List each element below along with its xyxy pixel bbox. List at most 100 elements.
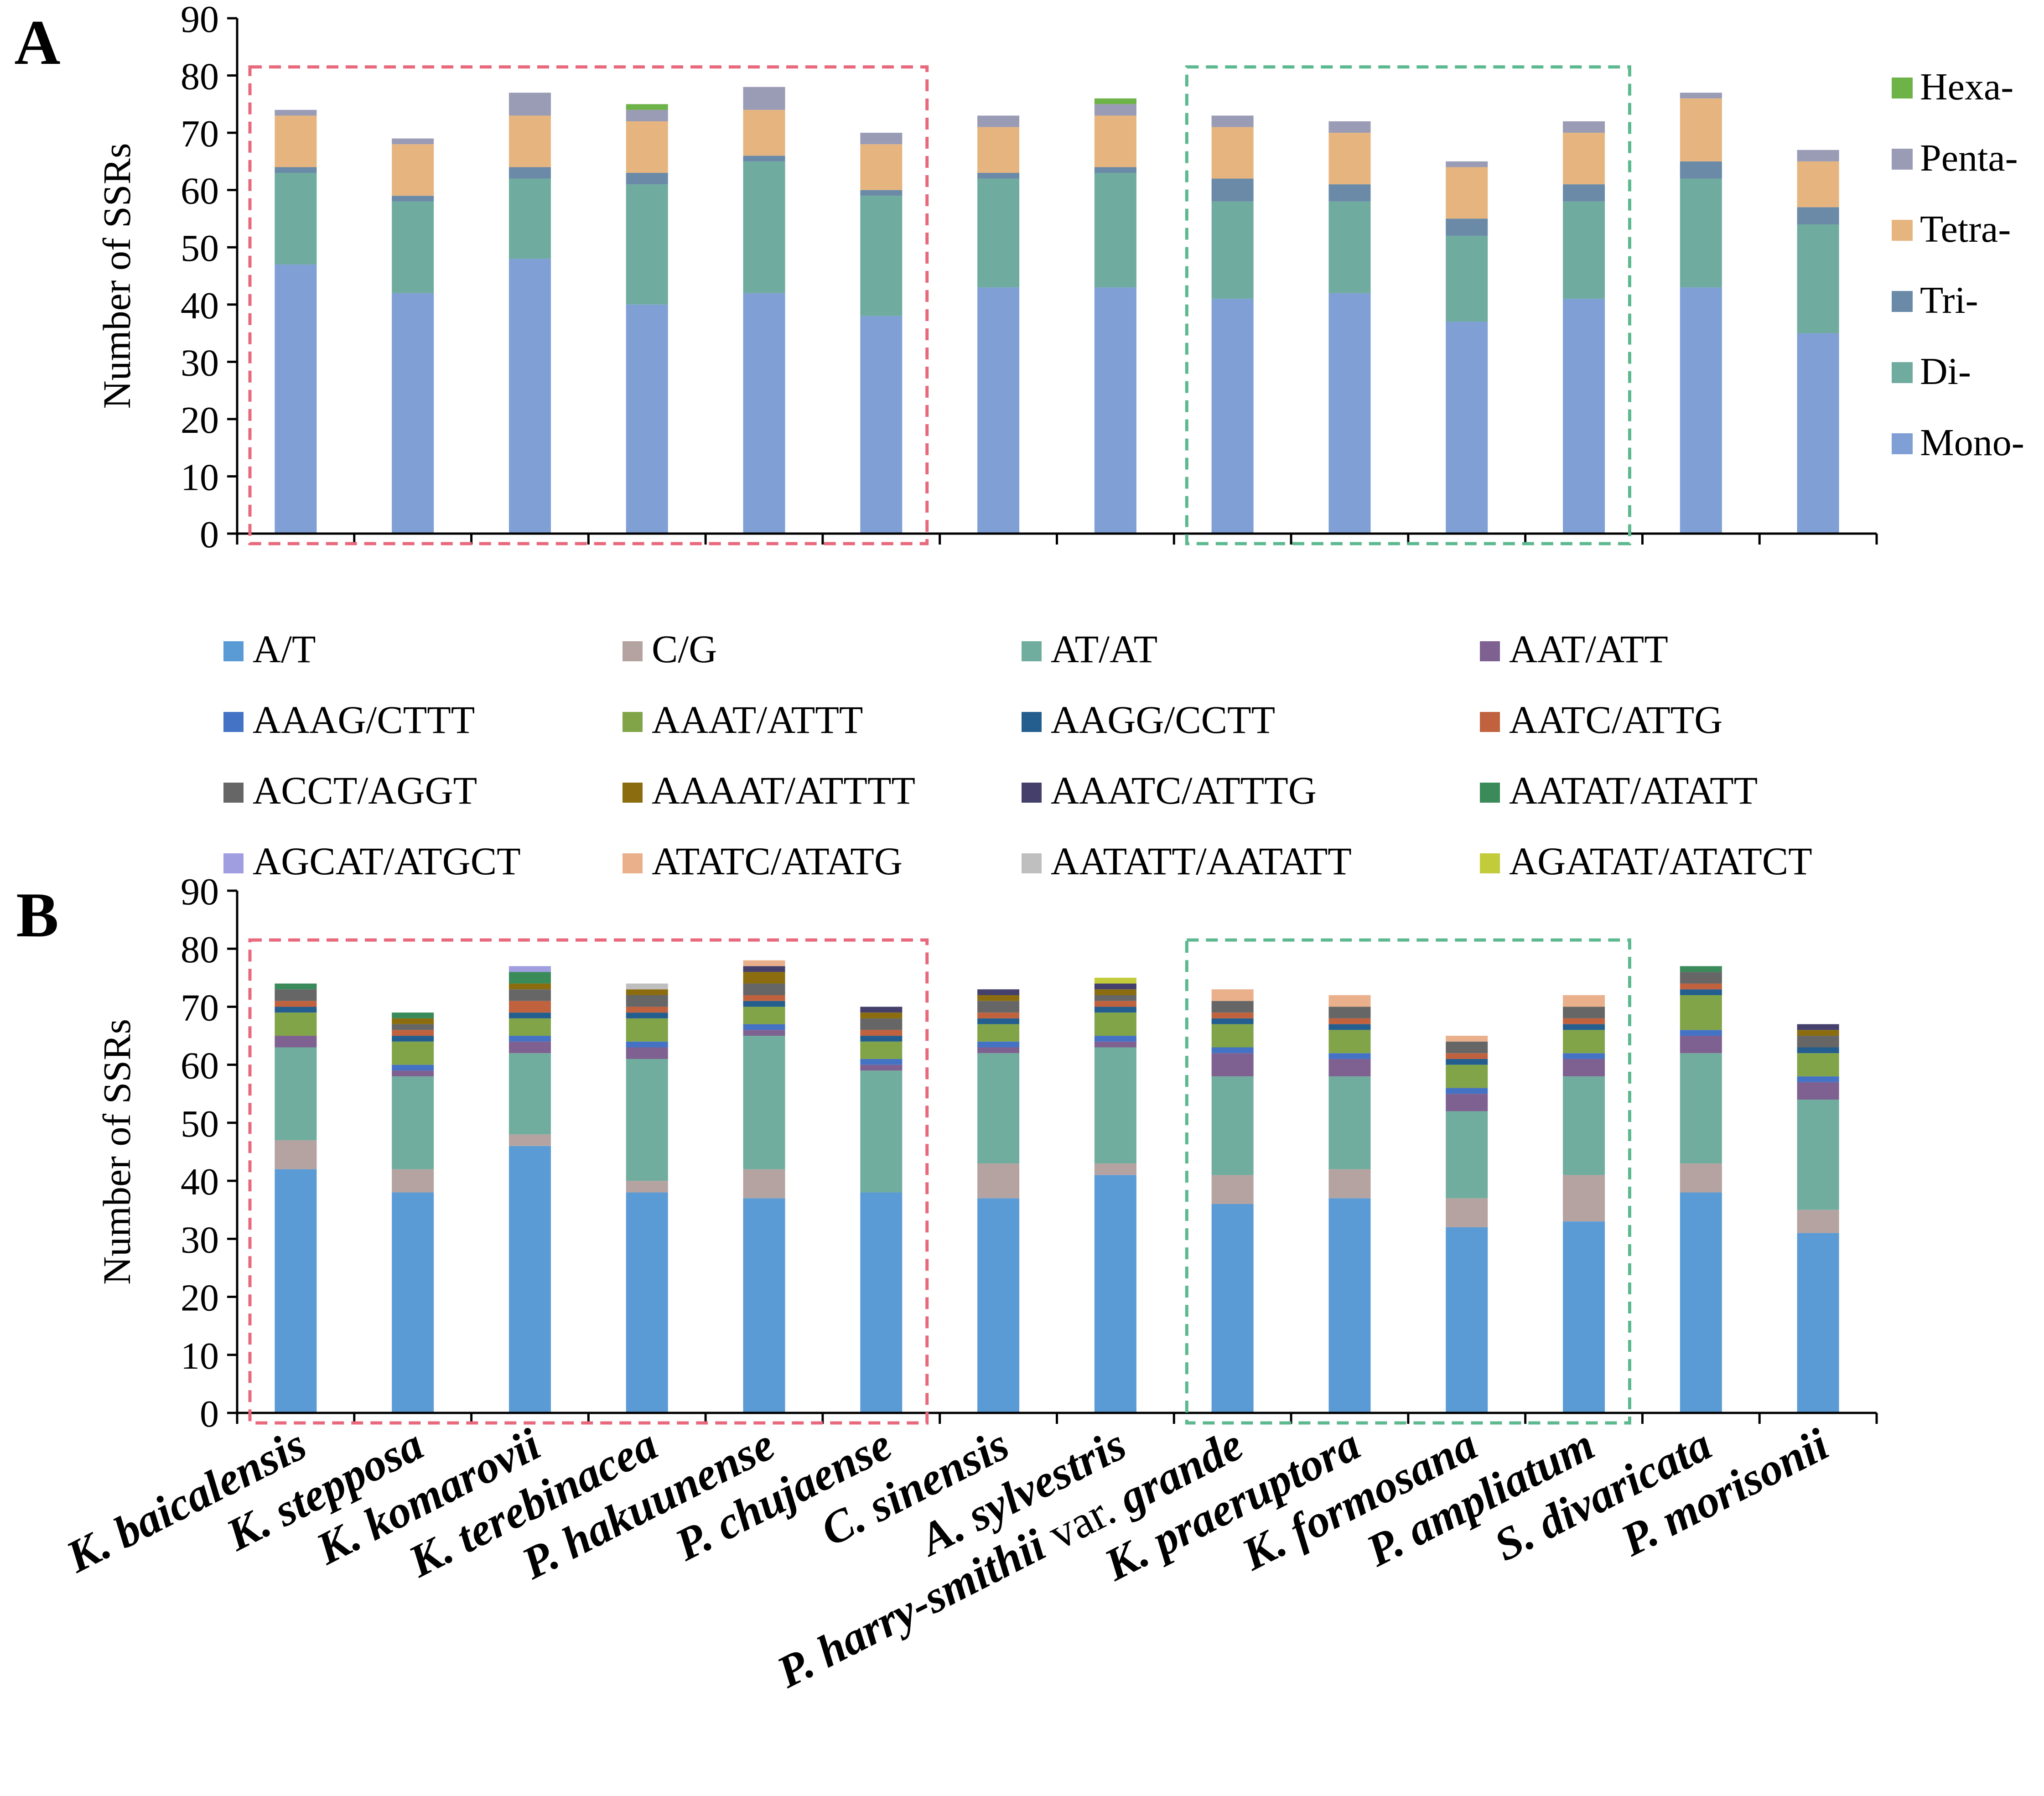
bar-b-k-komarovii-aaat-attt xyxy=(508,1018,551,1036)
bar-b-p-hakuunense-c-g xyxy=(743,1169,785,1199)
bar-b-k-baicalensis-a-t xyxy=(275,1169,317,1413)
bar-a-k-stepposa-di xyxy=(392,201,434,293)
bar-b-s-divaricata-c-g xyxy=(1680,1163,1722,1193)
bar-a-k-terebinacea-tetra xyxy=(626,121,668,173)
bar-a-k-baicalensis-di xyxy=(275,173,317,265)
bar-a-k-terebinacea-di xyxy=(626,184,668,305)
bar-b-p-harry-smithii-var-grande-acct-aggt xyxy=(1211,1001,1254,1013)
legend-b-swatch-agcat-atgct xyxy=(223,853,244,873)
bar-b-s-divaricata-acct-aggt xyxy=(1680,972,1722,984)
bar-b-k-terebinacea-aatc-attg xyxy=(626,1007,668,1013)
panel-a-chart: A Number of SSRs 0 10 20 30 40 50 60 70 80 90 Hexa- P… xyxy=(14,0,2024,556)
bar-a-a-sylvestris-di xyxy=(1094,173,1136,288)
bar-a-a-sylvestris-mono xyxy=(1094,287,1136,534)
bar-b-k-praeruptora-at-at xyxy=(1328,1076,1371,1169)
y-tick-label-b-60: 60 xyxy=(181,1045,219,1087)
bar-a-p-morisonii-tri xyxy=(1797,207,1839,224)
bar-b-p-harry-smithii-var-grande-aaat-attt xyxy=(1211,1024,1254,1048)
bar-b-a-sylvestris-aagg-cctt xyxy=(1094,1007,1136,1013)
bar-b-p-chujaense-acct-aggt xyxy=(860,1018,903,1030)
bar-b-s-divaricata-aatc-attg xyxy=(1680,983,1722,990)
highlight-box-b-1 xyxy=(248,938,929,1425)
bar-a-k-stepposa-tetra xyxy=(392,144,434,196)
legend-a-label-penta: Penta- xyxy=(1920,137,2018,179)
bar-b-p-harry-smithii-var-grande-aatc-attg xyxy=(1211,1012,1254,1018)
bar-b-k-baicalensis-acct-aggt xyxy=(275,989,317,1001)
legend-b-label-aat-att: AAT/ATT xyxy=(1509,627,1668,671)
bar-b-k-praeruptora-aagg-cctt xyxy=(1328,1024,1371,1030)
bar-b-p-morisonii-aaatc-atttg xyxy=(1797,1024,1839,1030)
bar-a-c-sinensis-mono xyxy=(977,287,1020,534)
bar-b-p-harry-smithii-var-grande-c-g xyxy=(1211,1175,1254,1204)
bar-b-p-harry-smithii-var-grande-at-at xyxy=(1211,1076,1254,1175)
highlight-box-a-1 xyxy=(248,65,929,545)
bar-b-s-divaricata-aatat-atatt xyxy=(1680,966,1722,972)
bar-b-k-terebinacea-acct-aggt xyxy=(626,995,668,1007)
bar-b-p-chujaense-aagg-cctt xyxy=(860,1036,903,1042)
bar-a-k-terebinacea-hexa xyxy=(626,104,668,110)
bar-a-p-morisonii-di xyxy=(1797,224,1839,333)
legend-a-swatch-di xyxy=(1892,362,1913,383)
bar-a-s-divaricata-di xyxy=(1680,178,1722,288)
bar-b-a-sylvestris-aaag-cttt xyxy=(1094,1036,1136,1042)
legend-b-swatch-aagg-cctt xyxy=(1022,712,1042,732)
bar-b-p-chujaense-a-t xyxy=(860,1192,903,1413)
bar-b-k-praeruptora-atatc-atatg xyxy=(1328,995,1371,1007)
legend-b-swatch-aaaat-atttt xyxy=(623,783,643,803)
bar-b-k-formosana-acct-aggt xyxy=(1446,1041,1488,1054)
bar-a-k-komarovii-tri xyxy=(508,167,551,179)
legend-a-label-hexa: Hexa- xyxy=(1920,66,2013,108)
legend-b-swatch-aatat-atatt xyxy=(1480,783,1500,803)
legend-b-label-agcat-atgct: AGCAT/ATGCT xyxy=(253,839,521,883)
bar-b-k-praeruptora-aatc-attg xyxy=(1328,1018,1371,1024)
y-tick-label-a-20: 20 xyxy=(181,399,219,441)
bar-b-a-sylvestris-aatc-attg xyxy=(1094,1001,1136,1007)
legend-b-swatch-aatc-attg xyxy=(1480,712,1500,732)
bar-b-k-formosana-aaag-cttt xyxy=(1446,1088,1488,1094)
bar-b-k-komarovii-aaaat-atttt xyxy=(508,983,551,990)
bar-b-k-praeruptora-acct-aggt xyxy=(1328,1007,1371,1018)
highlight-box-b-2 xyxy=(1185,938,1631,1425)
bar-b-k-praeruptora-c-g xyxy=(1328,1169,1371,1199)
bar-a-s-divaricata-tri xyxy=(1680,161,1722,179)
legend-b-label-aaat-attt: AAAT/ATTT xyxy=(652,698,863,742)
bar-b-k-formosana-aagg-cctt xyxy=(1446,1059,1488,1065)
bar-b-p-hakuunense-aaatc-atttg xyxy=(743,966,785,972)
bar-b-k-terebinacea-aat-att xyxy=(626,1047,668,1059)
bar-b-k-formosana-a-t xyxy=(1446,1227,1488,1413)
highlight-box-a-2 xyxy=(1185,65,1631,545)
bar-b-k-stepposa-aaaat-atttt xyxy=(392,1018,434,1024)
bar-a-a-sylvestris-tetra xyxy=(1094,115,1136,167)
y-tick-label-b-0: 0 xyxy=(200,1393,219,1435)
bar-b-s-divaricata-aat-att xyxy=(1680,1036,1722,1054)
bar-b-k-komarovii-c-g xyxy=(508,1134,551,1146)
bar-b-p-ampliatum-aaag-cttt xyxy=(1563,1053,1605,1059)
panel-b-chart: B Number of SSRs 0 10 20 30 40 50 60 70 80 90 xyxy=(16,871,1878,1435)
bar-a-p-ampliatum-mono xyxy=(1563,299,1605,534)
bar-a-k-stepposa-penta xyxy=(392,138,434,145)
bar-a-k-terebinacea-tri xyxy=(626,173,668,185)
bar-b-p-chujaense-aaag-cttt xyxy=(860,1059,903,1065)
legend-b-label-aaatc-atttg: AAATC/ATTTG xyxy=(1051,768,1317,812)
bar-b-k-formosana-at-at xyxy=(1446,1111,1488,1199)
legend-b-label-aaag-cttt: AAAG/CTTT xyxy=(253,698,475,742)
bar-a-p-morisonii-penta xyxy=(1797,150,1839,161)
bar-b-p-hakuunense-aagg-cctt xyxy=(743,1001,785,1007)
bar-b-k-komarovii-agcat-atgct xyxy=(508,966,551,972)
bar-b-k-stepposa-aatat-atatt xyxy=(392,1012,434,1018)
bar-a-k-terebinacea-penta xyxy=(626,109,668,121)
bar-b-p-harry-smithii-var-grande-aagg-cctt xyxy=(1211,1018,1254,1024)
bar-a-k-praeruptora-tri xyxy=(1328,184,1371,202)
bar-b-p-morisonii-aaaat-atttt xyxy=(1797,1030,1839,1036)
bar-b-a-sylvestris-aaatc-atttg xyxy=(1094,983,1136,990)
bar-a-p-chujaense-mono xyxy=(860,316,903,534)
bar-b-c-sinensis-aaat-attt xyxy=(977,1024,1020,1042)
bar-b-a-sylvestris-c-g xyxy=(1094,1163,1136,1175)
bar-b-k-praeruptora-aaat-attt xyxy=(1328,1030,1371,1054)
panel-b-legend: A/T C/G AT/AT AAT/ATT AAAG/CTTT AAAT/ATTT AAGG… xyxy=(223,627,1812,883)
bar-b-p-ampliatum-c-g xyxy=(1563,1175,1605,1222)
bar-b-s-divaricata-a-t xyxy=(1680,1192,1722,1413)
bar-a-k-stepposa-mono xyxy=(392,293,434,534)
legend-b-swatch-aat-att xyxy=(1480,641,1500,661)
